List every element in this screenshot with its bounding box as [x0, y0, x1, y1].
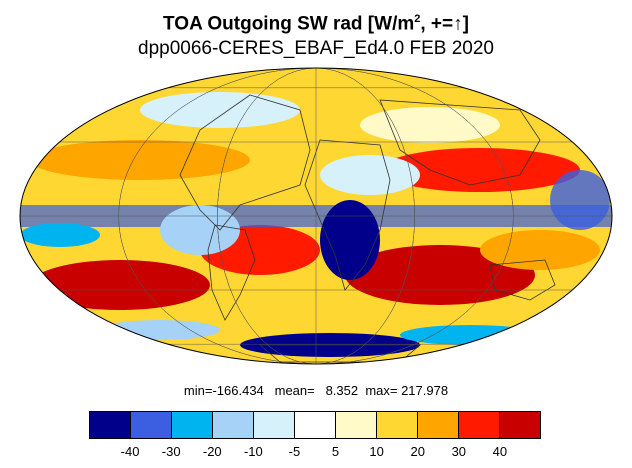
- colorbar-tick-label: -10: [243, 444, 263, 459]
- meridian-line: [217, 68, 415, 364]
- map-outline: [19, 67, 613, 365]
- colorbar-swatch: [213, 412, 254, 438]
- colorbar-swatch: [336, 412, 377, 438]
- colorbar-ticks: -40 -30 -20 -10 -5 5 10 20 30 40: [89, 444, 541, 462]
- colorbar-swatch: [418, 412, 459, 438]
- colorbar-tick-label: 30: [451, 444, 467, 459]
- colorbar-tick-label: -20: [202, 444, 222, 459]
- meridian-line: [118, 68, 514, 364]
- colorbar-swatch: [500, 412, 540, 438]
- colorbar-tick-label: 5: [331, 444, 340, 459]
- stats-line: min=-166.434 mean= 8.352 max= 217.978: [183, 383, 449, 398]
- colorbar-swatch: [377, 412, 418, 438]
- colorbar-tick-label: -5: [288, 444, 301, 459]
- colorbar-swatch: [254, 412, 295, 438]
- colorbar-swatch: [295, 412, 336, 438]
- colorbar-swatch: [459, 412, 500, 438]
- colorbar-tick-label: 20: [410, 444, 425, 459]
- colorbar-tick-label: 10: [369, 444, 384, 459]
- anomaly-field: [20, 92, 612, 357]
- graticule: [20, 68, 612, 364]
- colorbar-tick-label: 40: [492, 444, 508, 459]
- colorbar-swatch: [90, 412, 131, 438]
- map-subtitle: dpp0066-CERES_EBAF_Ed4.0 FEB 2020: [138, 38, 494, 59]
- coastlines: [179, 94, 556, 363]
- map-title: TOA Outgoing SW rad [W/m2, +=↑]: [163, 13, 469, 35]
- colorbar-swatch: [172, 412, 213, 438]
- colorbar-tick-label: -40: [120, 444, 140, 459]
- colorbar-swatch: [131, 412, 172, 438]
- colorbar-tick-label: -30: [161, 444, 181, 459]
- colorbar: [89, 411, 541, 439]
